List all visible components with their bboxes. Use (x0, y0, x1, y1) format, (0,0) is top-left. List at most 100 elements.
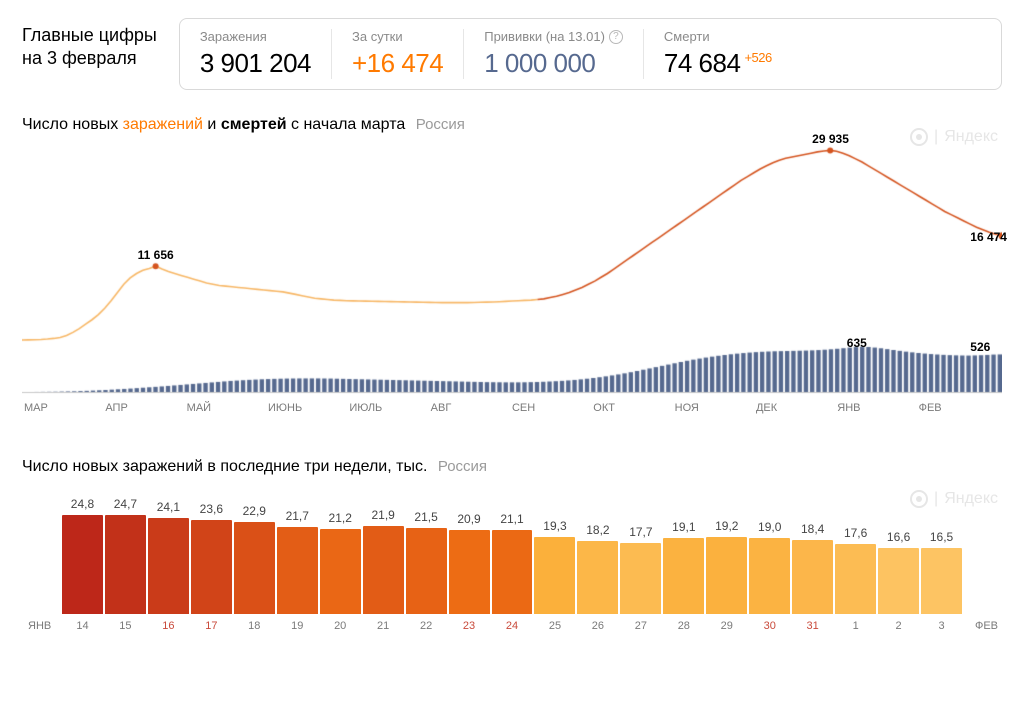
day-label: 29 (706, 620, 747, 632)
deaths-delta: +526 (744, 50, 771, 65)
day-label: 18 (234, 620, 275, 632)
bar-value-label: 19,0 (758, 520, 781, 534)
day-label: 19 (277, 620, 318, 632)
month-tick: АВГ (431, 402, 512, 414)
bar-column: 22,9 (234, 504, 275, 614)
bar-value-label: 20,9 (457, 512, 480, 526)
region-label: Россия (416, 116, 465, 133)
month-tick: МАЙ (187, 402, 268, 414)
bar-column: 24,1 (148, 500, 189, 614)
chart1-xaxis: МАРАПРМАЙИЮНЬИЮЛЬАВГСЕНОКТНОЯДЕКЯНВФЕВ (22, 402, 1002, 414)
bar-column: 24,7 (105, 497, 146, 614)
month-tick: АПР (105, 402, 186, 414)
month-tick: ИЮНЬ (268, 402, 349, 414)
day-label: 21 (363, 620, 404, 632)
header-row: Главные цифры на 3 февраля Заражения 3 9… (22, 18, 1002, 90)
day-label: 22 (406, 620, 447, 632)
day-label: 2 (878, 620, 919, 632)
bar (191, 520, 232, 614)
bar-column: 18,2 (577, 523, 618, 614)
bar-value-label: 24,8 (71, 497, 94, 511)
peak-label: 16 474 (970, 230, 1007, 244)
day-label: 30 (749, 620, 790, 632)
bar (534, 537, 575, 614)
bar-value-label: 21,5 (414, 510, 437, 524)
bar (577, 541, 618, 614)
bar-value-label: 19,3 (543, 519, 566, 533)
bar-value-label: 24,7 (114, 497, 137, 511)
month-right: ФЕВ (975, 620, 998, 632)
day-label: 15 (105, 620, 146, 632)
bar-column: 24,8 (62, 497, 103, 614)
title-line1: Главные цифры (22, 25, 157, 45)
bar (835, 544, 876, 614)
bar-column: 16,6 (878, 530, 919, 614)
month-tick: ФЕВ (919, 402, 1000, 414)
day-label: 17 (191, 620, 232, 632)
bar (148, 518, 189, 614)
chart1-canvas (22, 142, 1002, 402)
bar-column: 21,7 (277, 509, 318, 614)
day-label: 27 (620, 620, 661, 632)
chart2-title: Число новых заражений в последние три не… (22, 458, 1002, 476)
bar (749, 538, 790, 614)
stat-label: За сутки (352, 29, 443, 44)
month-tick: ОКТ (593, 402, 674, 414)
chart2-bars: 24,8 24,7 24,1 23,6 22,921,7 21,2 21,9 21,5 20,9… (22, 484, 1002, 614)
help-icon[interactable]: ? (609, 30, 623, 44)
stat-deaths: Смерти 74 684+526 (643, 29, 792, 79)
bar-value-label: 17,6 (844, 526, 867, 540)
peak-label: 11 656 (138, 248, 174, 262)
chart2: 24,8 24,7 24,1 23,6 22,921,7 21,2 21,9 21,5 20,9… (22, 484, 1002, 632)
day-label: 31 (792, 620, 833, 632)
day-label: 25 (534, 620, 575, 632)
page-title: Главные цифры на 3 февраля (22, 18, 157, 71)
bar-column: 20,9 (449, 512, 490, 614)
day-label: 1 (835, 620, 876, 632)
day-label: 26 (577, 620, 618, 632)
bar-value-label: 19,2 (715, 519, 738, 533)
month-tick: СЕН (512, 402, 593, 414)
bar-column: 19,1 (663, 520, 704, 614)
stat-value: 3 901 204 (200, 48, 311, 79)
stat-label: Смерти (664, 29, 772, 44)
day-label: 3 (921, 620, 962, 632)
bar-value-label: 19,1 (672, 520, 695, 534)
month-left: ЯНВ (28, 620, 51, 632)
bar (663, 538, 704, 614)
bar (320, 529, 361, 614)
bar-column: 19,2 (706, 519, 747, 614)
region-label: Россия (438, 458, 487, 475)
bar-column: 17,6 (835, 526, 876, 614)
bar-column: 18,4 (792, 522, 833, 614)
chart2-days: ЯНВ ФЕВ 14151617181920212223242526272829… (22, 620, 1002, 632)
stat-value: +16 474 (352, 48, 443, 79)
bar-value-label: 21,2 (329, 511, 352, 525)
bar-column: 16,5 (921, 530, 962, 614)
bar-column: 17,7 (620, 525, 661, 614)
bar-value-label: 23,6 (200, 502, 223, 516)
title-line2: на 3 февраля (22, 48, 137, 68)
bar (921, 548, 962, 614)
bar (878, 548, 919, 614)
bar (792, 540, 833, 614)
stat-value: 74 684+526 (664, 48, 772, 79)
day-label: 16 (148, 620, 189, 632)
chart1-title: Число новых заражений и смертей с начала… (22, 116, 1002, 134)
bar (406, 528, 447, 614)
month-tick: ДЕК (756, 402, 837, 414)
month-tick: ЯНВ (837, 402, 918, 414)
day-label: 14 (62, 620, 103, 632)
bar (234, 522, 275, 614)
bar-column: 23,6 (191, 502, 232, 614)
bar-column: 21,5 (406, 510, 447, 614)
stat-label: Заражения (200, 29, 311, 44)
stats-box: Заражения 3 901 204 За сутки +16 474 При… (179, 18, 1002, 90)
bar (62, 515, 103, 614)
month-tick: МАР (24, 402, 105, 414)
stat-label: Прививки (на 13.01) ? (484, 29, 623, 44)
bar (449, 530, 490, 614)
bar-value-label: 16,6 (887, 530, 910, 544)
peak-label: 635 (847, 336, 867, 350)
bar-column: 21,9 (363, 508, 404, 614)
